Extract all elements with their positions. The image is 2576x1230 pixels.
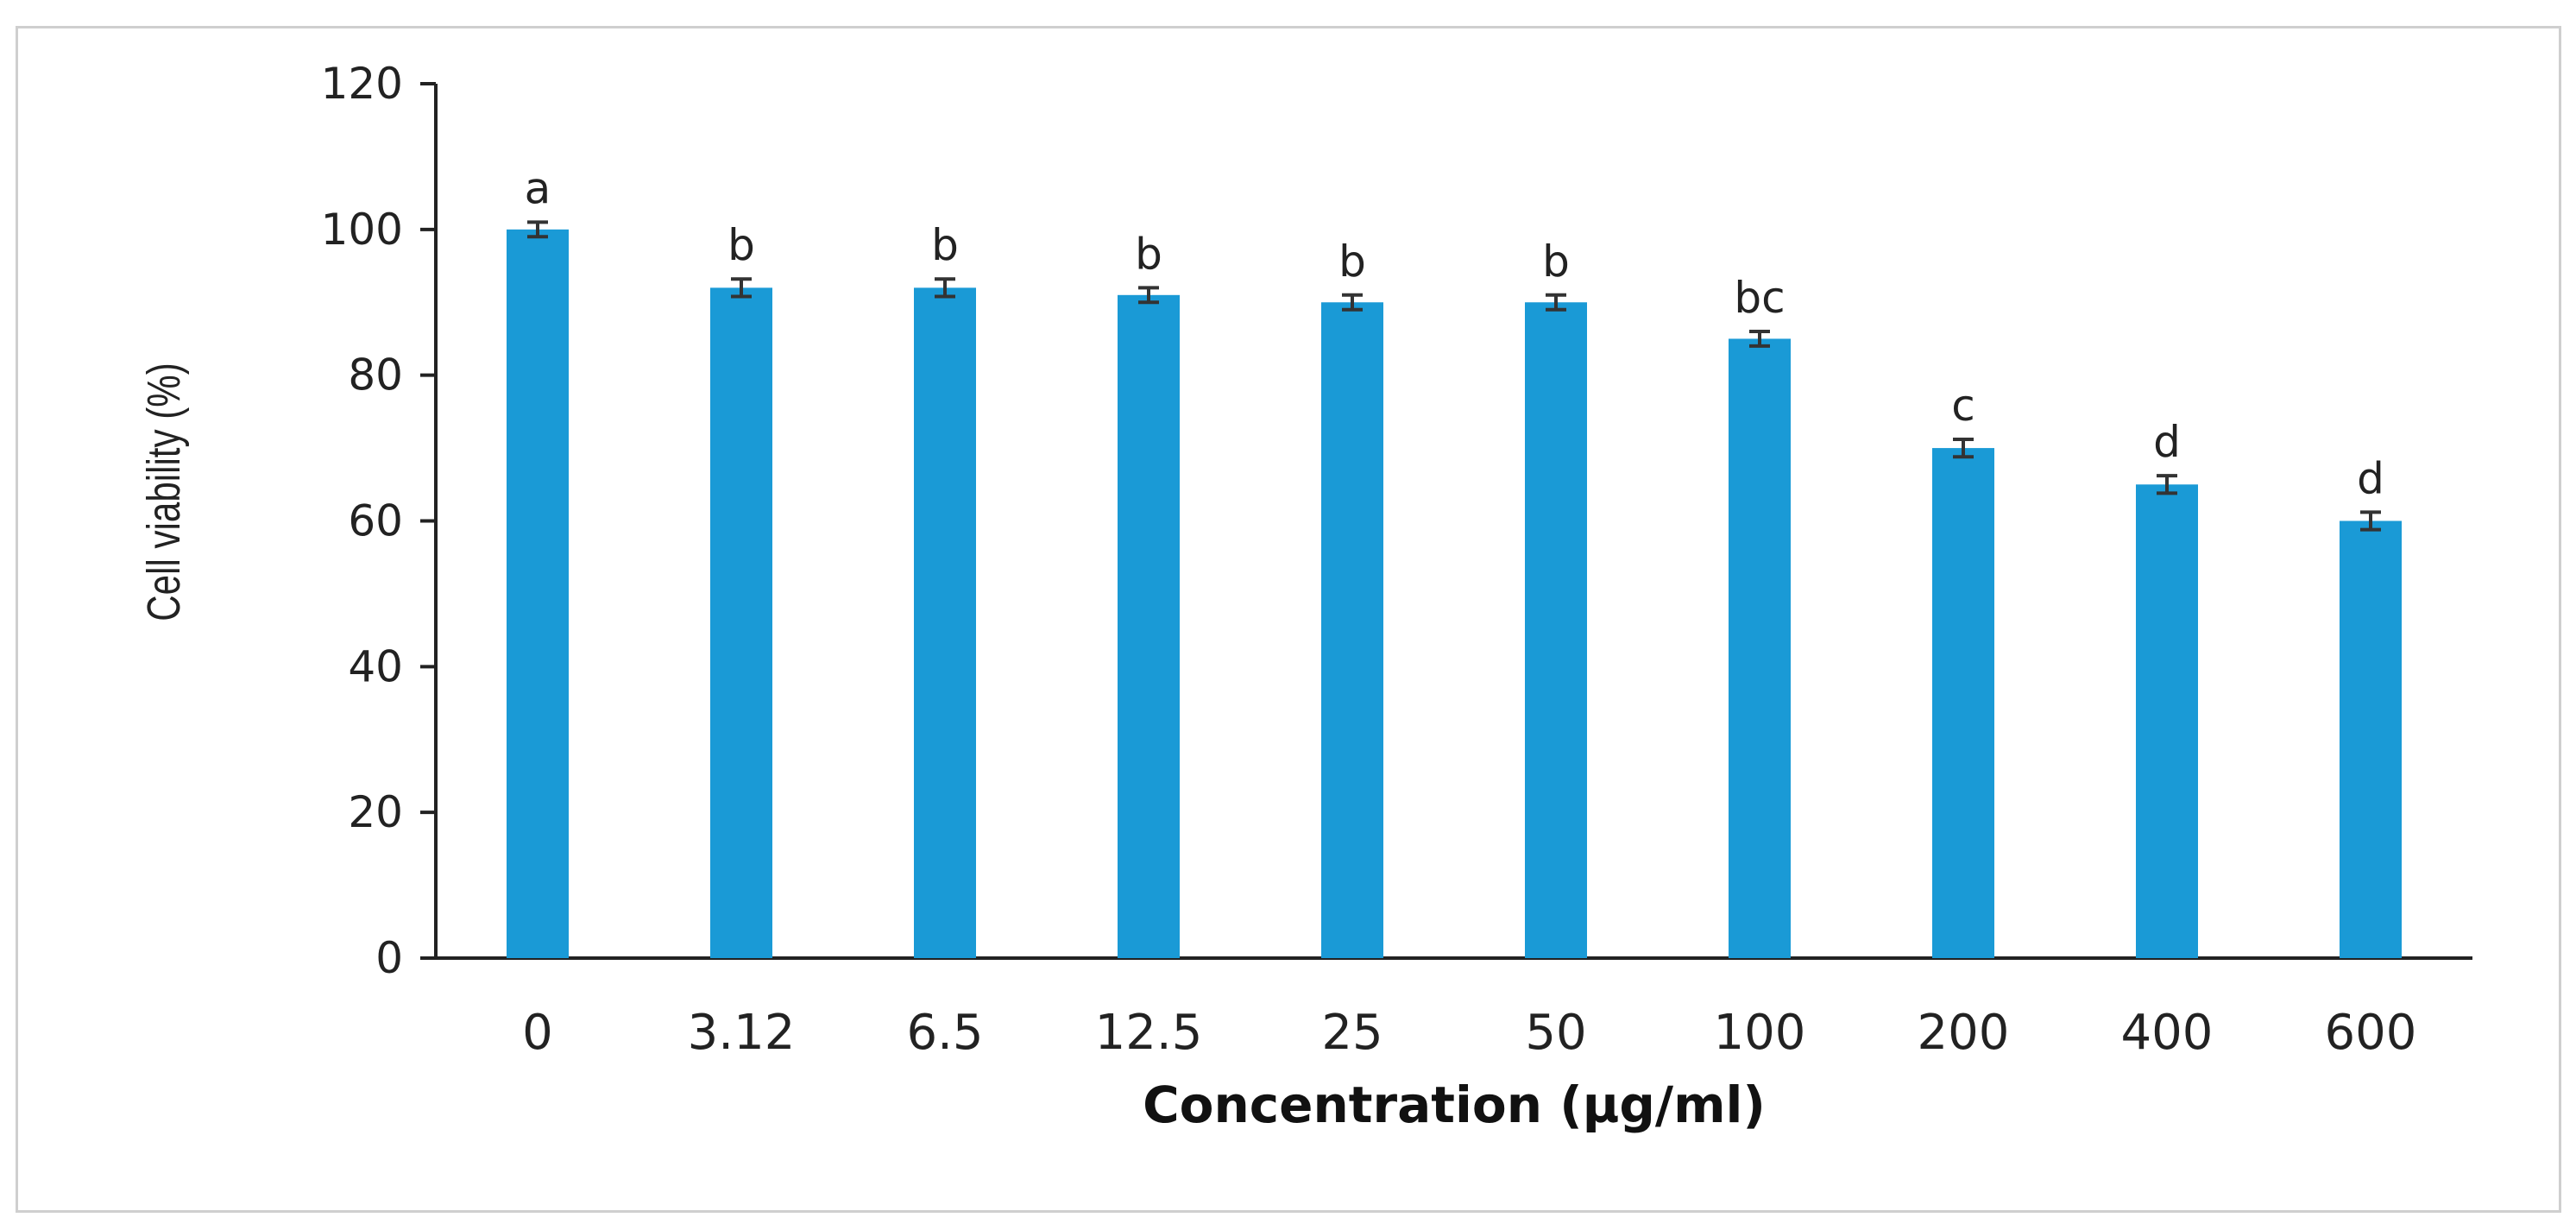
y-axis: 0 20 40 60 80 100 120 [321, 59, 438, 983]
x-tick-label: 25 [1321, 1005, 1382, 1061]
bar [2136, 484, 2198, 958]
y-tick-label: 80 [348, 350, 403, 401]
bar [1729, 338, 1791, 958]
y-tick-label: 0 [375, 933, 403, 983]
bar [1118, 294, 1180, 958]
x-tick-label: 3.12 [688, 1005, 796, 1061]
bar [2340, 520, 2402, 958]
x-tick-label: 400 [2121, 1005, 2214, 1061]
significance-letter: a [525, 163, 551, 213]
significance-letter: b [1135, 229, 1162, 279]
bar [1525, 302, 1587, 958]
significance-letter: bc [1734, 273, 1785, 323]
y-tick-label: 100 [321, 205, 403, 255]
significance-letters: a b b b b b bc c d d [525, 163, 2384, 503]
bar [1932, 448, 1994, 958]
bars [507, 229, 2402, 958]
x-tick-label: 200 [1918, 1005, 2010, 1061]
significance-letter: b [1542, 237, 1570, 287]
y-tick-label: 20 [348, 787, 403, 837]
bar [507, 229, 569, 958]
x-tick-label: 12.5 [1095, 1005, 1203, 1061]
error-bars [527, 220, 2381, 532]
x-tick-label: 50 [1525, 1005, 1586, 1061]
x-tick-label: 100 [1714, 1005, 1806, 1061]
x-tick-label: 600 [2325, 1005, 2417, 1061]
x-axis: 0 3.12 6.5 12.5 25 50 100 200 400 600 [436, 956, 2472, 1061]
bar [1321, 302, 1383, 958]
bar [914, 287, 976, 958]
significance-letter: d [2153, 417, 2181, 467]
y-tick-label: 120 [321, 59, 403, 109]
x-tick-label: 0 [522, 1005, 553, 1061]
x-axis-label: Concentration (µg/ml) [1143, 1075, 1766, 1134]
significance-letter: d [2357, 453, 2384, 503]
bar [710, 287, 772, 958]
significance-letter: b [1338, 237, 1366, 287]
significance-letter: b [727, 220, 755, 270]
y-tick-label: 60 [348, 496, 403, 546]
y-tick-label: 40 [348, 641, 403, 691]
significance-letter: c [1951, 381, 1975, 431]
significance-letter: b [931, 220, 959, 270]
x-tick-label: 6.5 [906, 1005, 983, 1061]
y-axis-label: Cell viability (%) [138, 363, 190, 621]
